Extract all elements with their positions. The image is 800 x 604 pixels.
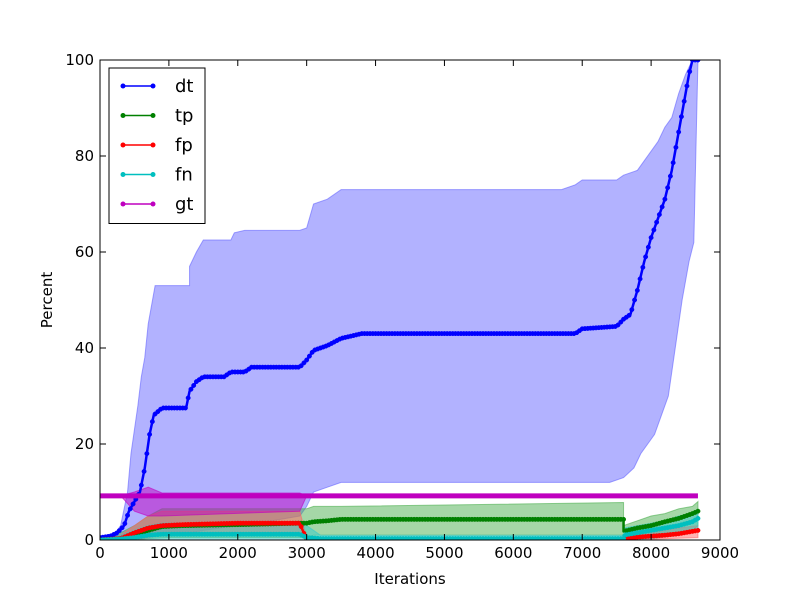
legend-label: dt [175,76,193,97]
dt-point [654,219,660,225]
dt-point [681,98,687,104]
fn-point [695,515,701,521]
legend-item-tp: tp [120,106,193,127]
dt-point [643,254,649,260]
y-tick-label: 0 [84,531,94,549]
dt-point [119,525,125,531]
x-tick-label: 2000 [219,544,257,562]
dt-point [656,212,662,218]
legend-marker [150,113,156,118]
dt-point [138,482,144,488]
x-axis-label: Iterations [374,570,446,588]
legend-marker [120,172,126,177]
legend-item-dt: dt [120,76,193,97]
legend-item-fn: fn [120,165,193,186]
x-tick-label: 3000 [288,544,326,562]
y-tick-label: 20 [75,435,94,453]
dt-point [130,501,136,507]
y-tick-label: 60 [75,243,94,261]
tp-point [621,516,627,522]
dt-point [687,69,693,74]
dt-point [149,419,155,425]
dt-point [678,114,684,120]
dt-point [306,353,312,359]
tp-point [695,508,701,514]
y-tick-label: 100 [65,51,94,69]
dt-point [637,276,643,282]
fp-point [295,520,301,526]
plot-frame [99,59,721,541]
dt-point [651,227,657,233]
dt-point [670,160,676,166]
dt-point [125,512,131,518]
legend-label: fn [175,165,193,186]
dt-point [182,405,188,411]
legend-marker [120,201,126,207]
dt-point [188,386,194,392]
legend-marker [150,201,156,207]
x-tick-label: 0 [95,544,105,562]
legend-label: fp [175,135,193,156]
legend-marker [150,142,156,148]
legend-marker [150,83,156,89]
x-tick-label: 1000 [150,544,188,562]
dt-series [100,60,701,540]
y-axis-label: Percent [38,272,56,329]
dt-point [676,129,682,135]
dt-point [626,312,632,318]
fn-series [100,515,701,540]
x-tick-label: 5000 [425,544,463,562]
dt-point [304,357,310,363]
legend-marker [120,113,126,118]
dt-point [659,204,665,210]
x-tick-label: 4000 [356,544,394,562]
axis-ticks: 0 1000 2000 3000 4000 5000 6000 7000 8000 9000 0 20… [65,51,739,562]
legend-item-fp: fp [120,135,193,156]
legend-marker [150,172,156,177]
fp-point [298,524,304,530]
fp-point [695,527,701,533]
dt-point [185,395,191,401]
legend-marker [120,142,126,148]
dt-point [695,60,701,63]
dt-point [640,264,646,270]
x-tick-label: 6000 [494,544,532,562]
dt-point [629,307,635,313]
dt-point [632,297,638,303]
y-tick-label: 80 [75,147,94,165]
dt-point [662,196,668,202]
dt-point [141,468,147,474]
legend: dt tp fp fn gt [108,67,206,224]
x-tick-label: 7000 [563,544,601,562]
x-tick-label: 8000 [632,544,670,562]
dt-point [673,144,679,150]
dt-point [191,382,197,388]
dt-point [144,451,150,457]
series-lines [100,60,701,540]
dt-point [684,83,690,89]
dt-point [634,287,640,293]
dt-point [645,244,651,250]
dt-point [127,506,133,512]
dt-point [667,173,673,179]
y-tick-label: 40 [75,339,94,357]
x-tick-label: 9000 [701,544,739,562]
legend-label: tp [175,106,193,127]
dt-point [648,235,654,241]
fn-point [621,536,627,540]
dt-point [147,431,153,437]
legend-item-gt: gt [120,194,193,215]
legend-marker [120,83,126,89]
dt-point [665,185,671,191]
dt-point [122,521,128,526]
legend-label: gt [175,194,193,215]
